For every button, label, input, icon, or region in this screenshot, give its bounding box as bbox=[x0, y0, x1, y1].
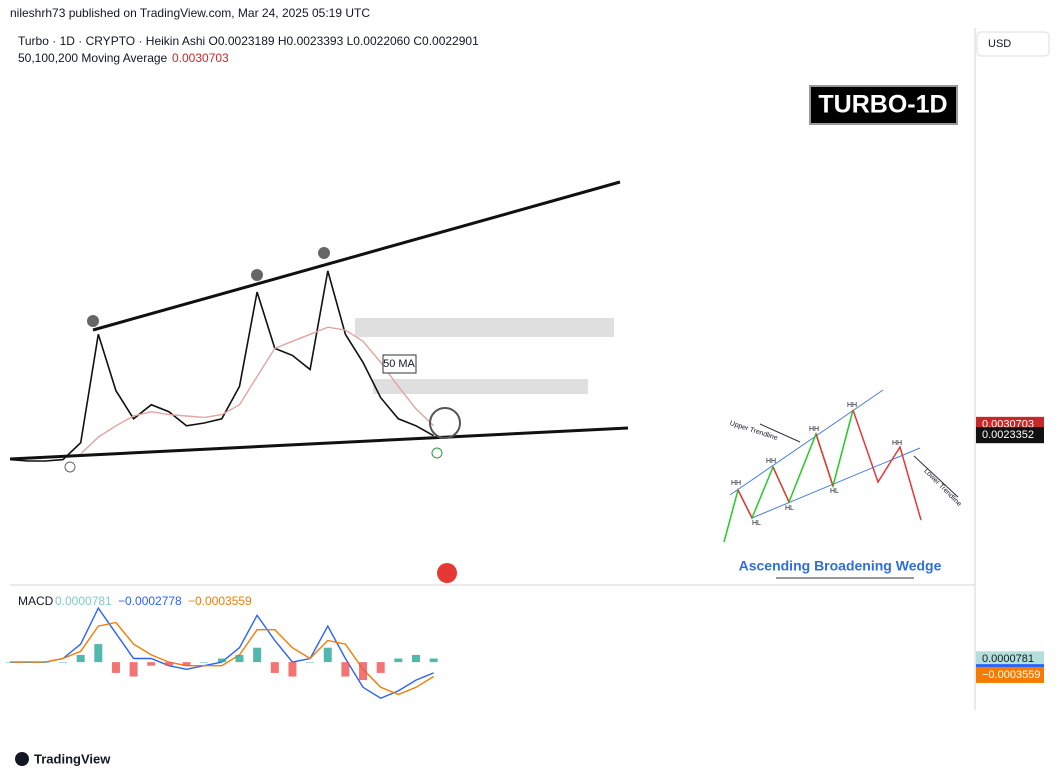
macd-readout: 0.0000781 bbox=[55, 594, 112, 608]
highlight-circle bbox=[429, 407, 461, 439]
series-layer bbox=[6, 270, 438, 699]
diagram-upper bbox=[729, 389, 884, 496]
histogram-bar bbox=[288, 662, 297, 677]
histogram-bar bbox=[323, 647, 332, 663]
histogram-bar bbox=[412, 654, 420, 663]
down-marker bbox=[87, 315, 99, 327]
upper-trendline bbox=[92, 180, 621, 332]
hh-label: HH bbox=[766, 458, 776, 465]
down-marker bbox=[251, 269, 263, 281]
publisher: nileshrh73 published on TradingView.com,… bbox=[10, 6, 370, 20]
ma-value: 0.0030703 bbox=[172, 51, 229, 65]
series-line bbox=[80, 326, 435, 455]
histogram-bar bbox=[306, 662, 315, 663]
badge-box bbox=[809, 85, 958, 125]
macd-readout: −0.0003559 bbox=[188, 594, 252, 608]
macd-readout: −0.0002778 bbox=[118, 594, 182, 608]
annotation: 50 MA bbox=[383, 358, 415, 370]
logo-icon bbox=[437, 563, 457, 583]
diagram-down-leg bbox=[737, 489, 753, 519]
ma-label: 50,100,200 Moving Average bbox=[18, 51, 168, 65]
currency-button[interactable] bbox=[976, 31, 1050, 57]
price-tag: −0.0003559 bbox=[982, 669, 1040, 681]
diagram-down-leg bbox=[852, 409, 922, 521]
tv-logo bbox=[15, 752, 29, 766]
histogram-bar bbox=[394, 658, 403, 663]
diagram-down-leg bbox=[815, 433, 834, 487]
histogram-bar bbox=[94, 644, 103, 663]
histogram-bar bbox=[182, 662, 191, 666]
histogram-bar bbox=[147, 662, 156, 666]
diagram-title: Ascending Broadening Wedge bbox=[739, 558, 942, 574]
histogram-bar bbox=[200, 662, 209, 663]
histogram-bar bbox=[235, 654, 244, 663]
hh-label: HH bbox=[731, 480, 741, 487]
histogram-bar bbox=[359, 662, 368, 681]
histogram-bar bbox=[129, 662, 138, 677]
histogram-bar bbox=[41, 662, 50, 663]
diagram-arrow bbox=[913, 455, 959, 498]
hh-label: HH bbox=[892, 440, 902, 447]
histogram-bar bbox=[76, 654, 85, 663]
supply-zone bbox=[373, 379, 588, 394]
markers bbox=[64, 247, 457, 583]
diagram-down-leg bbox=[772, 466, 790, 503]
hh-label: HH bbox=[847, 402, 857, 409]
badge: TURBO-1D bbox=[818, 91, 947, 119]
histogram-bar bbox=[164, 662, 173, 666]
price-tag-box bbox=[976, 666, 1044, 683]
up-marker bbox=[64, 461, 76, 473]
up-marker bbox=[431, 447, 443, 459]
macd-title: MACD bbox=[18, 594, 54, 608]
lower-trendline bbox=[9, 426, 629, 461]
supply-zone bbox=[355, 318, 614, 337]
axes: 0.00307030.00233520.0000781−0.0002778−0.… bbox=[976, 416, 1044, 683]
annotation-box bbox=[382, 354, 417, 374]
price-tag: 0.0023352 bbox=[982, 429, 1034, 441]
footer-brand: TradingView bbox=[34, 751, 111, 766]
histogram-bar bbox=[59, 662, 67, 663]
histogram-bar bbox=[270, 662, 279, 673]
histogram-bar bbox=[429, 658, 438, 663]
histogram-bar bbox=[253, 647, 262, 663]
histogram-bar bbox=[217, 658, 226, 663]
hh-label: HH bbox=[809, 426, 819, 433]
hl-label: HL bbox=[785, 505, 794, 512]
price-tag-box bbox=[976, 427, 1044, 444]
symbol-line: Turbo · 1D · CRYPTO · Heikin Ashi O0.002… bbox=[18, 34, 479, 48]
price-tag-box bbox=[976, 651, 1044, 668]
histogram-bar bbox=[111, 662, 120, 673]
histogram-bar bbox=[23, 662, 32, 663]
hl-label: HL bbox=[830, 488, 839, 495]
histogram-bar bbox=[6, 662, 15, 663]
currency[interactable]: USD bbox=[988, 38, 1011, 50]
histogram-bar bbox=[376, 662, 385, 673]
histogram-bar bbox=[341, 662, 350, 677]
diagram-arrow bbox=[759, 423, 801, 443]
price-tag: 0.0000781 bbox=[982, 653, 1034, 665]
down-marker bbox=[318, 247, 330, 259]
hl-label: HL bbox=[752, 520, 761, 527]
series-line bbox=[10, 270, 434, 462]
